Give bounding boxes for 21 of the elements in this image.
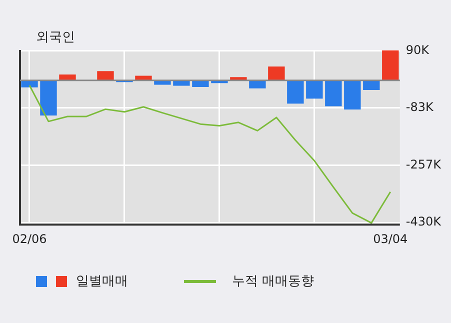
bar: [363, 80, 380, 90]
y-tick-label: -430K: [406, 214, 442, 229]
x-tick-label: 02/06: [12, 232, 47, 246]
bar: [268, 66, 285, 80]
bar: [325, 80, 342, 106]
bar: [40, 80, 57, 116]
bar: [97, 71, 114, 80]
bar: [344, 80, 361, 110]
chart-title: 외국인: [36, 29, 75, 46]
bar: [192, 80, 209, 88]
bar: [287, 80, 304, 104]
y-tick-label: -257K: [406, 158, 442, 172]
y-tick-label: -83K: [406, 100, 434, 114]
bar: [21, 80, 38, 88]
legend-label: 일별매매: [76, 273, 128, 290]
bar: [306, 80, 323, 99]
legend-label: 누적 매매동향: [232, 273, 314, 290]
x-tick-label: 03/04: [373, 232, 408, 246]
bar: [249, 80, 266, 88]
bar: [382, 50, 399, 80]
y-tick-label: 90K: [406, 42, 430, 57]
